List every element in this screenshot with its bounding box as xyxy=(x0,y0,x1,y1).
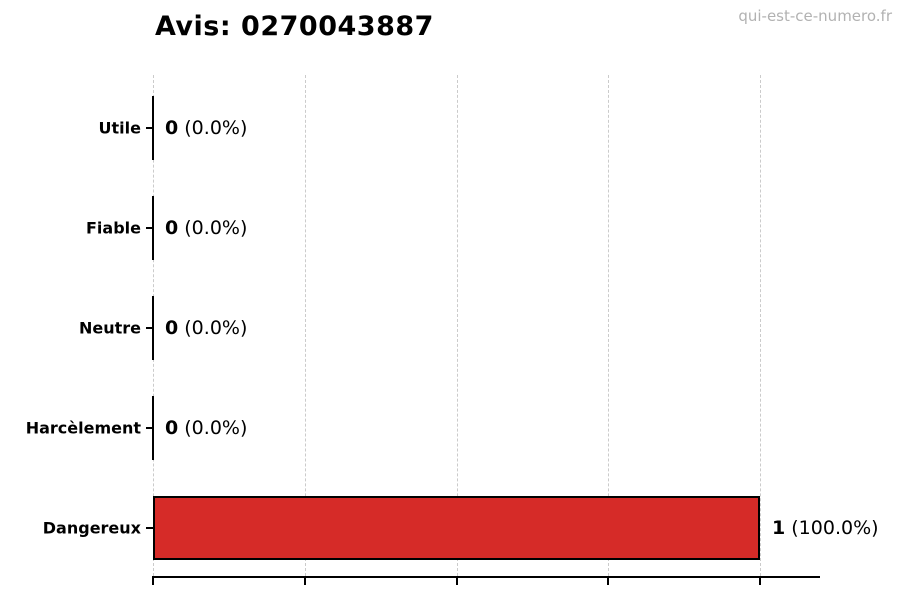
bar-utile xyxy=(152,96,154,160)
category-label-fiable: Fiable xyxy=(86,218,141,238)
value-count: 0 xyxy=(165,417,179,439)
value-count: 0 xyxy=(165,217,179,239)
value-label-harcelement: 0 (0.0%) xyxy=(165,417,247,439)
x-tick xyxy=(455,576,458,585)
bar-dangereux xyxy=(153,496,760,560)
x-tick xyxy=(607,576,610,585)
value-label-neutre: 0 (0.0%) xyxy=(165,317,247,339)
bar-harcelement xyxy=(152,396,154,460)
value-percent: (100.0%) xyxy=(785,517,879,539)
chart-title: Avis: 0270043887 xyxy=(155,11,434,42)
value-count: 0 xyxy=(165,117,179,139)
watermark: qui-est-ce-numero.fr xyxy=(738,7,892,25)
x-tick xyxy=(303,576,306,585)
gridline xyxy=(760,75,761,576)
value-percent: (0.0%) xyxy=(178,417,248,439)
gridline xyxy=(304,75,306,576)
category-label-utile: Utile xyxy=(98,118,141,138)
y-tick xyxy=(146,327,153,329)
category-label-neutre: Neutre xyxy=(78,318,141,338)
value-percent: (0.0%) xyxy=(178,217,248,239)
value-label-dangereux: 1 (100.0%) xyxy=(772,517,879,539)
y-tick xyxy=(146,227,153,229)
value-label-fiable: 0 (0.0%) xyxy=(165,217,247,239)
category-label-harcelement: Harcèlement xyxy=(25,418,141,438)
bar-fiable xyxy=(152,196,154,260)
x-tick xyxy=(152,576,154,585)
category-label-dangereux: Dangereux xyxy=(42,518,141,538)
bar-neutre xyxy=(152,296,154,360)
y-tick xyxy=(146,127,153,129)
value-count: 0 xyxy=(165,317,179,339)
gridline xyxy=(608,75,610,576)
value-count: 1 xyxy=(772,517,786,539)
y-tick xyxy=(146,527,153,529)
gridline xyxy=(456,75,458,576)
value-percent: (0.0%) xyxy=(178,317,248,339)
x-tick xyxy=(759,576,761,585)
plot-area: Utile 0 (0.0%) Fiable 0 (0.0%) Neutre 0 (0.0%… xyxy=(26,75,879,585)
value-label-utile: 0 (0.0%) xyxy=(165,117,247,139)
value-percent: (0.0%) xyxy=(178,117,248,139)
y-tick xyxy=(146,427,153,429)
